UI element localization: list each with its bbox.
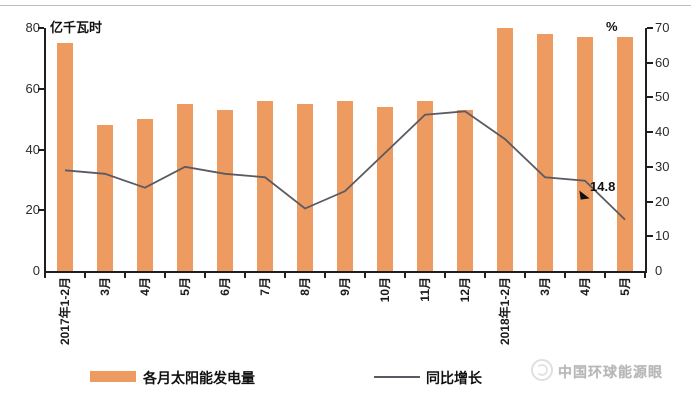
y-tick-label-left: 20 [25, 202, 40, 218]
bar-7 [297, 103, 313, 271]
legend-bar-swatch [90, 371, 136, 382]
x-axis-line [44, 271, 647, 273]
legend-line-swatch [374, 376, 420, 378]
tick-mark [647, 61, 653, 64]
tick-mark [364, 273, 366, 278]
y-tick-label-right: 10 [655, 228, 670, 244]
x-tick-label: 6月 [218, 277, 232, 296]
bar-12 [497, 28, 513, 271]
y-tick-label-right: 60 [655, 54, 670, 70]
bar-14 [577, 37, 593, 271]
x-tick-label: 5月 [618, 277, 632, 296]
tick-mark [647, 165, 653, 168]
tick-mark [244, 273, 246, 278]
y-tick-label-left: 80 [25, 20, 40, 35]
x-tick-label: 8月 [298, 277, 312, 296]
y-tick-label-right: 20 [655, 193, 670, 209]
x-tick-label: 3月 [538, 277, 552, 296]
tick-mark [84, 273, 86, 278]
y-tick-label-right: 40 [655, 124, 670, 140]
x-tick-label: 2018年1-2月 [498, 277, 512, 346]
x-tick-label: 10月 [378, 277, 392, 303]
x-tick-label: 4月 [578, 277, 592, 296]
y-tick-label-left: 40 [25, 141, 40, 157]
tick-mark [38, 209, 44, 212]
tick-mark [44, 273, 46, 278]
y-tick-label-left: 60 [25, 80, 40, 96]
tick-mark [647, 27, 653, 29]
bar-11 [457, 110, 473, 271]
y-axis-left-line [44, 28, 46, 273]
growth-line [64, 110, 626, 221]
bar-13 [537, 34, 553, 271]
y-axis-right-line [645, 28, 647, 273]
tick-mark [647, 235, 653, 238]
tick-mark [38, 27, 44, 29]
y-tick-label-right: 0 [655, 263, 663, 278]
tick-mark [647, 96, 653, 99]
watermark-text: 中国环球能源眼 [558, 364, 663, 380]
bar-15 [617, 37, 633, 271]
bar-5 [217, 110, 233, 271]
bar-3 [137, 119, 153, 271]
tick-mark [484, 273, 486, 278]
x-tick-label: 5月 [178, 277, 192, 296]
x-tick-label: 3月 [98, 277, 112, 296]
x-tick-label: 9月 [338, 277, 352, 296]
tick-mark [38, 148, 44, 151]
right-axis-unit-label: % [606, 19, 618, 34]
bar-1 [57, 43, 73, 271]
tick-mark [524, 273, 526, 278]
legend-line-label: 同比增长 [426, 370, 482, 386]
tick-mark [644, 273, 646, 278]
x-tick-label: 11月 [418, 277, 432, 302]
y-tick-label-right: 50 [655, 89, 670, 105]
top-divider-line [0, 5, 691, 6]
tick-mark [647, 131, 653, 134]
legend-bar-label: 各月太阳能发电量 [143, 370, 255, 386]
bar-4 [177, 103, 193, 271]
tick-mark [164, 273, 166, 278]
tick-mark [38, 87, 44, 90]
tick-mark [647, 200, 653, 203]
line-end-value-label: 14.8 [590, 179, 616, 194]
growth-line-series [64, 110, 626, 221]
x-tick-label: 12月 [458, 277, 472, 303]
annotation-arrow-icon [579, 189, 590, 200]
tick-mark [284, 273, 286, 278]
x-tick-label: 2017年1-2月 [58, 277, 72, 346]
bar-6 [257, 100, 273, 271]
tick-mark [564, 273, 566, 278]
y-tick-label-left: 0 [32, 263, 40, 278]
tick-mark [204, 273, 206, 278]
x-tick-label: 7月 [258, 277, 272, 296]
bar-2 [97, 125, 113, 271]
y-tick-label-right: 70 [655, 20, 670, 35]
watermark-logo-icon [531, 359, 553, 381]
tick-mark [324, 273, 326, 278]
tick-mark [604, 273, 606, 278]
bar-8 [337, 100, 353, 271]
tick-mark [124, 273, 126, 278]
y-tick-label-right: 30 [655, 158, 670, 174]
left-axis-unit-label: 亿千瓦时 [50, 20, 103, 35]
tick-mark [404, 273, 406, 278]
bar-10 [417, 100, 433, 271]
x-tick-label: 4月 [138, 277, 152, 296]
tick-mark [444, 273, 446, 278]
